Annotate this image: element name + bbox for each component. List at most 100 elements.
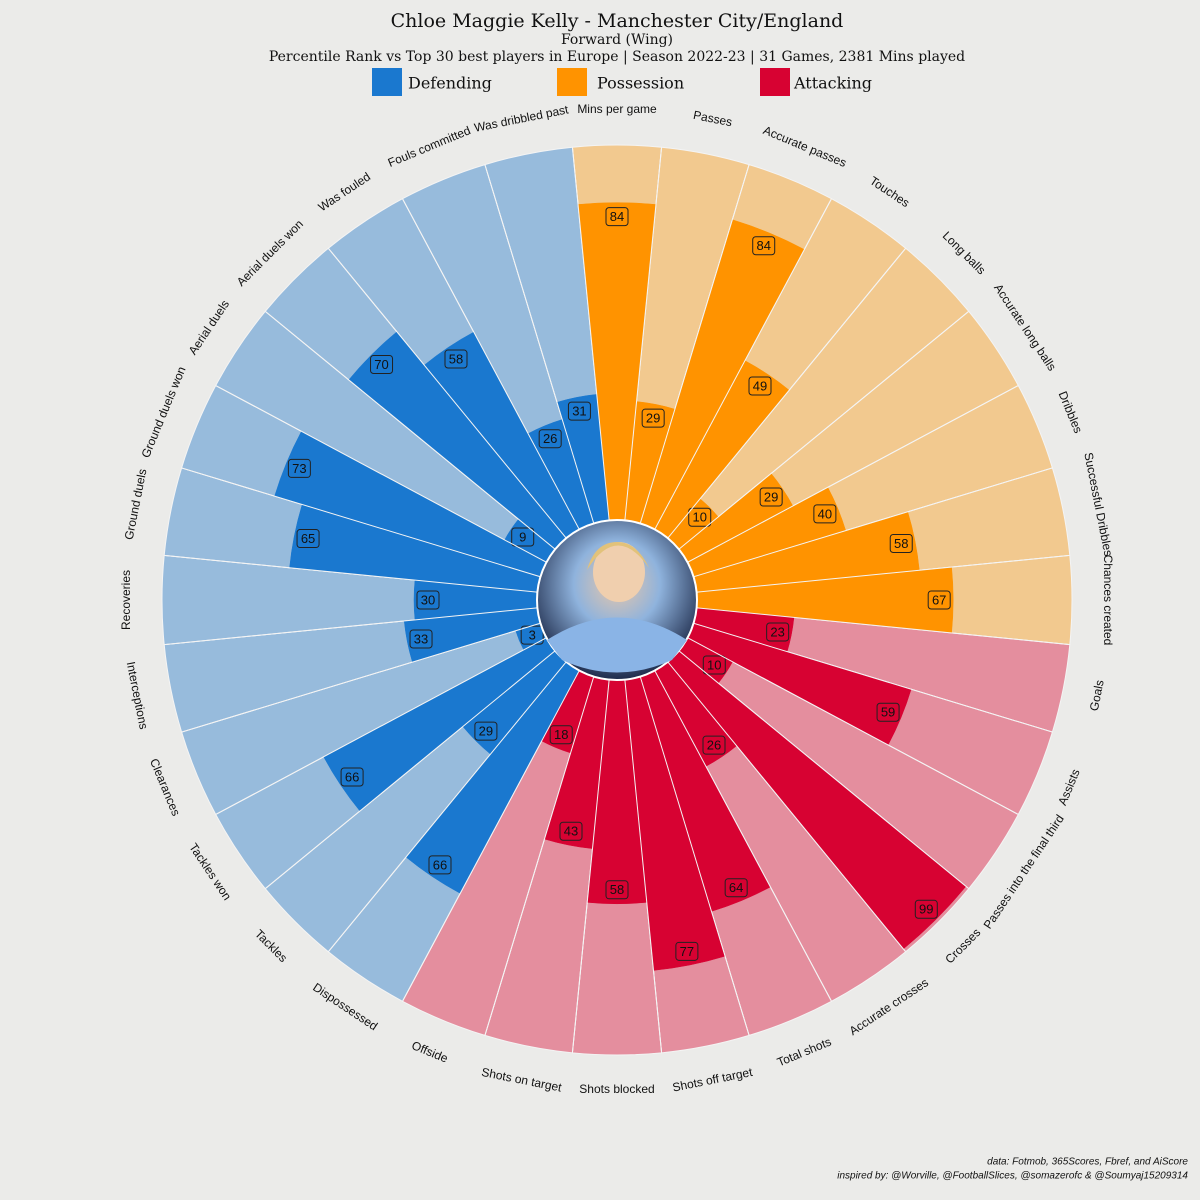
value-label: 84 [605, 207, 629, 227]
value-label: 84 [752, 236, 776, 256]
value-label-box [675, 941, 699, 961]
value-label: 40 [813, 504, 837, 524]
value-labels: 84 29 84 49 10 29 40 58 67 23 59 10 99 26 64 77 58 43 18 66… [287, 207, 951, 961]
value-label-text: 9 [519, 529, 526, 544]
value-label-text: 40 [818, 506, 832, 521]
value-label-text: 26 [707, 738, 721, 753]
value-label-box [370, 355, 394, 375]
value-label-box [927, 590, 951, 610]
value-label: 18 [549, 725, 573, 745]
value-label: 10 [702, 655, 726, 675]
value-label-text: 58 [449, 351, 463, 366]
value-label: 77 [675, 941, 699, 961]
legend-swatch [760, 68, 790, 96]
legend: Defending Possession Attacking [372, 68, 872, 96]
value-label: 9 [511, 527, 535, 547]
value-label: 73 [287, 458, 311, 478]
value-label-box [287, 458, 311, 478]
value-label-box [914, 899, 938, 919]
value-label: 64 [724, 878, 748, 898]
value-label: 70 [370, 355, 394, 375]
value-label-box [876, 702, 900, 722]
player-photo-shirt [547, 617, 687, 673]
value-label-text: 49 [753, 378, 767, 393]
chart-title: Chloe Maggie Kelly - Manchester City/Eng… [391, 10, 844, 32]
credit: data: Fotmob, 365Scores, Fbref, and AiSc… [987, 1157, 1188, 1168]
value-label: 66 [428, 855, 452, 875]
legend-swatch [557, 68, 587, 96]
value-label-text: 29 [646, 411, 660, 426]
value-label-box [641, 408, 665, 428]
value-label: 29 [474, 721, 498, 741]
value-label-box [688, 507, 712, 527]
value-label: 26 [538, 429, 562, 449]
value-label-box [444, 349, 468, 369]
legend-label: Defending [408, 74, 492, 93]
value-label-text: 64 [729, 880, 743, 895]
legend-label: Attacking [793, 74, 872, 93]
value-label-text: 29 [764, 489, 778, 504]
value-label-box [511, 527, 535, 547]
value-label-box [409, 629, 433, 649]
value-label-box [702, 735, 726, 755]
value-label-text: 66 [345, 769, 359, 784]
value-label-box [889, 533, 913, 553]
value-label-box [416, 590, 440, 610]
value-label-text: 43 [564, 824, 578, 839]
value-label-box [567, 401, 591, 421]
value-label-box [813, 504, 837, 524]
value-label-text: 58 [610, 882, 624, 897]
value-label-box [538, 429, 562, 449]
value-label: 26 [702, 735, 726, 755]
value-label: 23 [766, 622, 790, 642]
value-label-box [759, 487, 783, 507]
value-label: 58 [889, 533, 913, 553]
value-label: 66 [340, 767, 364, 787]
player-photo-head [593, 542, 645, 602]
chart-description: Percentile Rank vs Top 30 best players i… [269, 49, 965, 65]
value-label-box [340, 767, 364, 787]
credit: inspired by: @Worville, @FootballSlices,… [837, 1171, 1188, 1182]
chart-subtitle: Forward (Wing) [561, 32, 673, 48]
value-label-box [428, 855, 452, 875]
category-label: Recoveries [119, 570, 133, 630]
value-label-box [549, 725, 573, 745]
value-label-text: 77 [680, 944, 694, 959]
value-label-text: 99 [919, 902, 933, 917]
value-label-box [748, 376, 772, 396]
category-label: Mins per game [577, 102, 657, 116]
value-label-text: 10 [692, 510, 706, 525]
value-label-text: 33 [414, 631, 428, 646]
value-label: 67 [927, 590, 951, 610]
value-label-text: 84 [610, 209, 624, 224]
value-label: 31 [567, 401, 591, 421]
value-label-box [724, 878, 748, 898]
value-label: 49 [748, 376, 772, 396]
value-label-text: 84 [756, 238, 770, 253]
value-label-text: 10 [707, 657, 721, 672]
value-label-box [752, 236, 776, 256]
value-label-box [296, 529, 320, 549]
value-label-text: 31 [572, 404, 586, 419]
plot-area: 84 29 84 49 10 29 40 58 67 23 59 10 99 26 64 77 58 43 18 66… [119, 102, 1115, 1096]
value-label-text: 3 [529, 628, 536, 643]
category-label: Shots blocked [579, 1082, 654, 1096]
value-label: 43 [559, 821, 583, 841]
value-label-text: 59 [881, 705, 895, 720]
value-label-box [605, 207, 629, 227]
value-label: 10 [688, 507, 712, 527]
value-label: 33 [409, 629, 433, 649]
value-label-text: 30 [421, 592, 435, 607]
value-label-text: 18 [554, 727, 568, 742]
value-label-box [605, 880, 629, 900]
value-label: 30 [416, 590, 440, 610]
category-label: Chances created [1101, 555, 1115, 646]
value-label: 58 [444, 349, 468, 369]
value-label: 99 [914, 899, 938, 919]
value-label-text: 58 [894, 536, 908, 551]
value-label: 65 [296, 529, 320, 549]
category-label: Goals [1087, 679, 1107, 712]
legend-label: Possession [597, 74, 684, 93]
value-label: 29 [759, 487, 783, 507]
